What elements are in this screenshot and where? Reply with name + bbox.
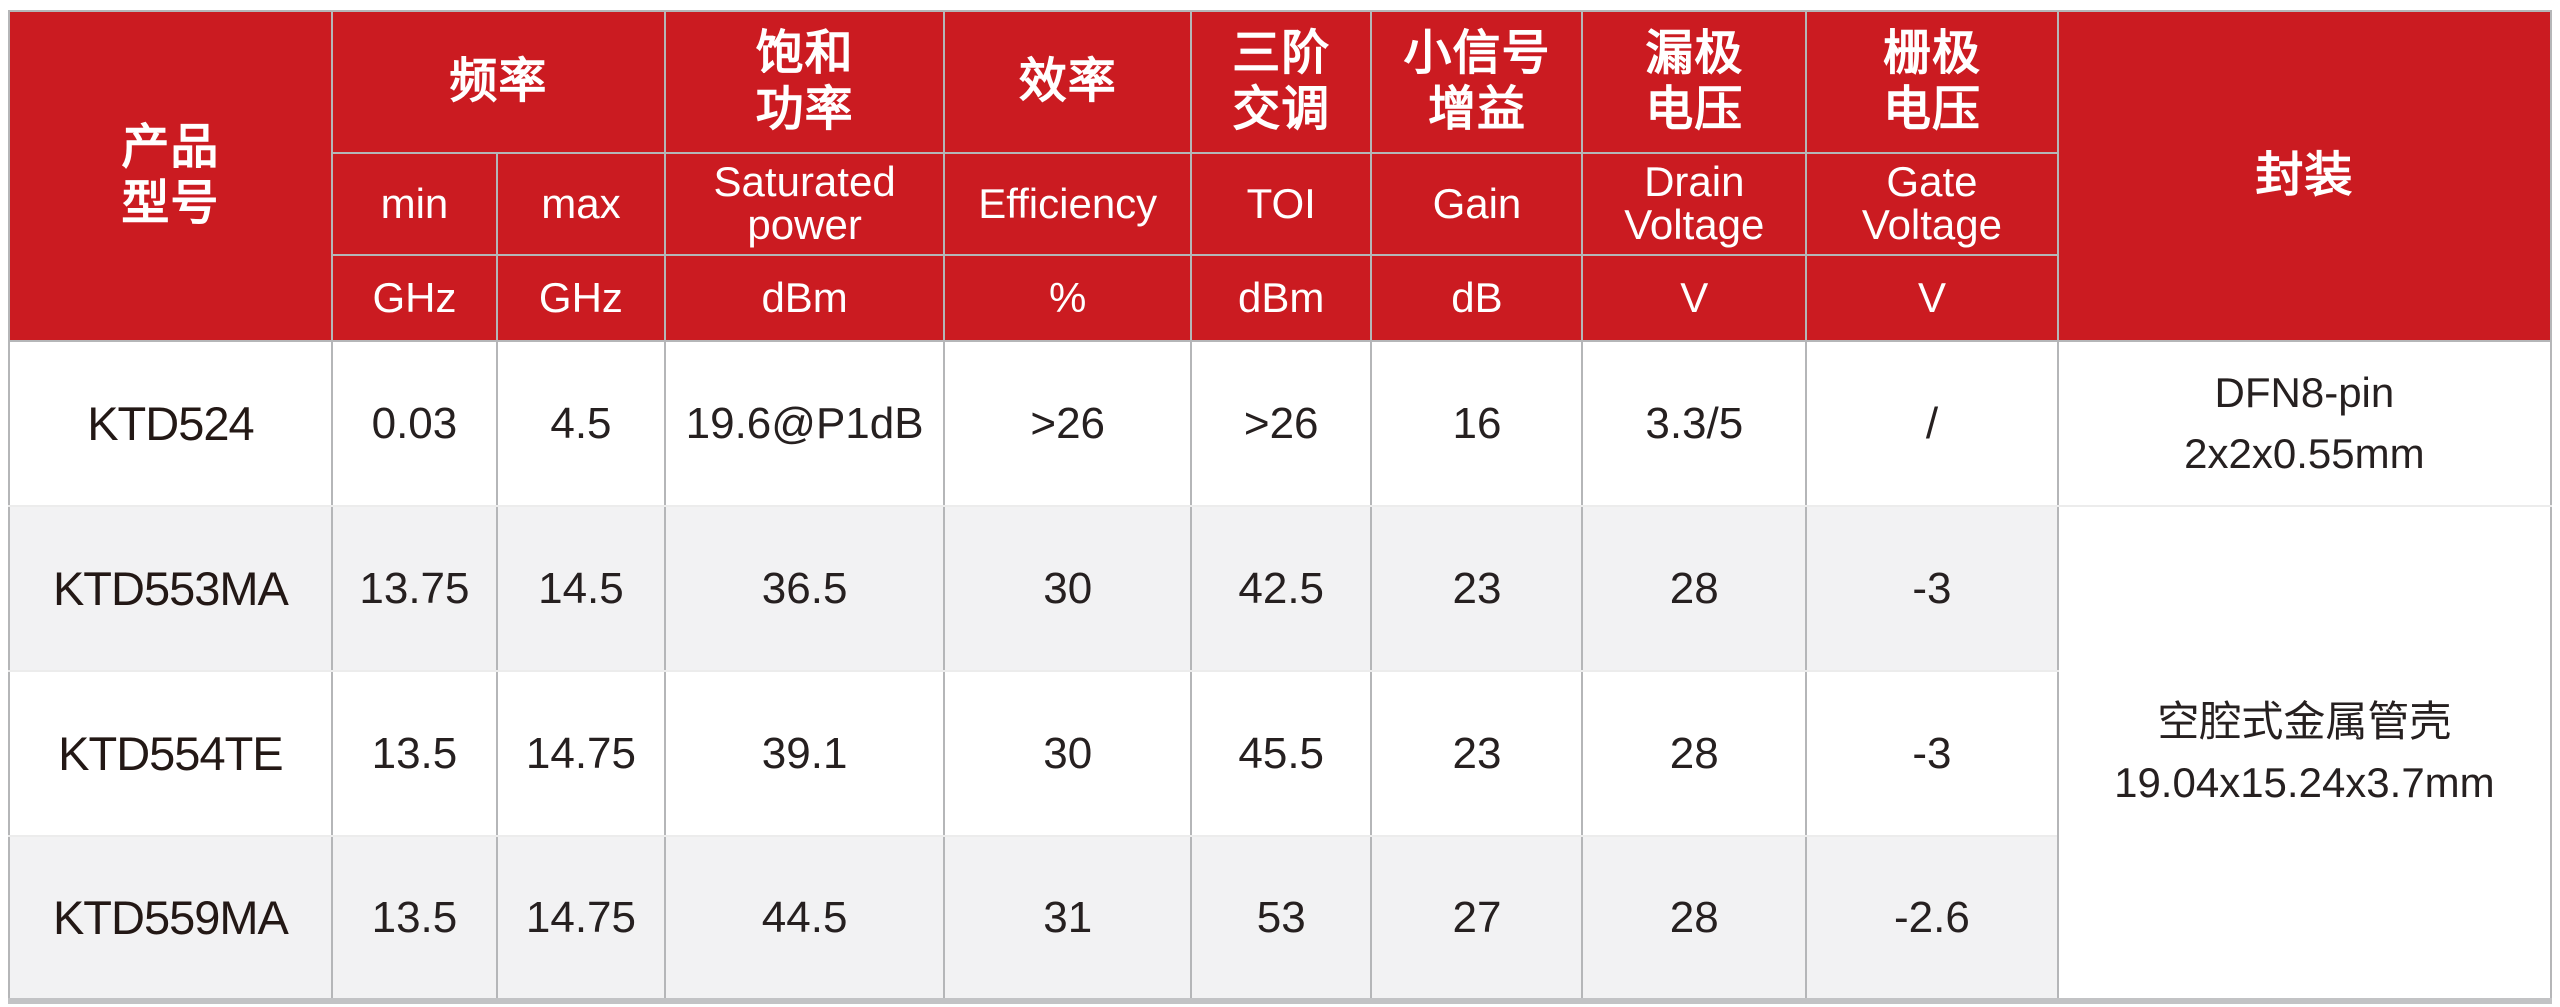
table-row-ktd559ma: KTD559MA 13.5 14.75 44.5 31 53 27 28 -2.… [8,835,2551,1002]
cell-freq-max: 14.75 [496,670,666,837]
cell-freq-min: 13.5 [330,835,499,1002]
header-row-zh: 产品 型号 频率 饱和 功率 效率 三阶 交调 小信号 增益 漏极 电压 栅极 … [8,10,2553,342]
unit-drain-voltage: V [1581,254,1808,342]
cell-model: KTD553MA [8,505,333,672]
cell-gate-voltage: -3 [1805,505,2059,672]
subheader-saturated-power-en: Saturated power [663,152,946,256]
table-row-ktd524: KTD524 0.03 4.5 19.6@P1dB >26 >26 16 3.3… [8,340,2553,507]
cell-freq-min: 13.75 [330,505,499,672]
cell-toi: 53 [1189,835,1373,1002]
header-drain-voltage: 漏极 电压 [1581,10,1808,154]
cell-gate-voltage: / [1805,340,2059,507]
header-efficiency: 效率 [943,10,1192,154]
cell-saturated-power: 36.5 [663,505,946,672]
cell-drain-voltage: 28 [1581,670,1808,837]
cell-package: DFN8-pin 2x2x0.55mm [2056,340,2553,507]
subheader-gate-voltage-en: Gate Voltage [1805,152,2059,256]
header-saturated-power: 饱和 功率 [663,10,946,154]
cell-toi: 45.5 [1189,670,1373,837]
cell-efficiency: 30 [943,505,1192,672]
header-frequency: 频率 [330,10,666,154]
header-gate-voltage: 栅极 电压 [1805,10,2059,154]
subheader-freq-min: min [330,152,499,256]
cell-drain-voltage: 3.3/5 [1581,340,1808,507]
subheader-gain-en: Gain [1370,152,1584,256]
cell-efficiency: 31 [943,835,1192,1002]
cell-gain: 23 [1370,670,1584,837]
cell-model: KTD554TE [8,670,333,837]
cell-saturated-power: 44.5 [663,835,946,1002]
unit-gain: dB [1370,254,1584,342]
cell-efficiency: 30 [943,670,1192,837]
subheader-toi-en: TOI [1189,152,1373,256]
subheader-drain-voltage-en: Drain Voltage [1581,152,1808,256]
unit-toi: dBm [1189,254,1373,342]
cell-gate-voltage: -2.6 [1805,835,2059,1002]
header-row-en: min max Saturated power Efficiency TOI G… [9,152,2551,256]
cell-drain-voltage: 28 [1581,835,1808,1002]
cell-toi: >26 [1189,340,1373,507]
header-product-model: 产品 型号 [8,10,333,342]
spec-table: 产品 型号 频率 饱和 功率 效率 三阶 交调 小信号 增益 漏极 电压 栅极 … [8,10,2553,1004]
header-package: 封装 [2056,10,2553,342]
cell-efficiency: >26 [943,340,1192,507]
cell-freq-min: 13.5 [330,670,499,837]
cell-gain: 23 [1370,505,1584,672]
cell-saturated-power: 19.6@P1dB [663,340,946,507]
cell-model: KTD559MA [8,835,333,1002]
cell-freq-min: 0.03 [330,340,499,507]
unit-freq-min: GHz [330,254,499,342]
header-gain: 小信号 增益 [1370,10,1584,154]
cell-model: KTD524 [8,340,333,507]
unit-saturated-power: dBm [663,254,946,342]
cell-freq-max: 14.75 [496,835,666,1002]
cell-package-merged: 空腔式金属管壳 19.04x15.24x3.7mm [2056,505,2553,1002]
table-row-ktd554te: KTD554TE 13.5 14.75 39.1 30 45.5 23 28 -… [8,670,2551,837]
header-toi: 三阶 交调 [1189,10,1373,154]
cell-saturated-power: 39.1 [663,670,946,837]
cell-gain: 27 [1370,835,1584,1002]
unit-freq-max: GHz [496,254,666,342]
cell-toi: 42.5 [1189,505,1373,672]
cell-gate-voltage: -3 [1805,670,2059,837]
cell-freq-max: 14.5 [496,505,666,672]
spec-table-container: 产品 型号 频率 饱和 功率 效率 三阶 交调 小信号 增益 漏极 电压 栅极 … [8,10,2553,1004]
header-row-units: GHz GHz dBm % dBm dB V V [9,254,2551,342]
subheader-freq-max: max [496,152,666,256]
cell-freq-max: 4.5 [496,340,666,507]
unit-gate-voltage: V [1805,254,2059,342]
unit-efficiency: % [943,254,1192,342]
subheader-efficiency-en: Efficiency [943,152,1192,256]
table-row-ktd553ma: KTD553MA 13.75 14.5 36.5 30 42.5 23 28 -… [8,505,2553,1002]
cell-gain: 16 [1370,340,1584,507]
cell-drain-voltage: 28 [1581,505,1808,672]
